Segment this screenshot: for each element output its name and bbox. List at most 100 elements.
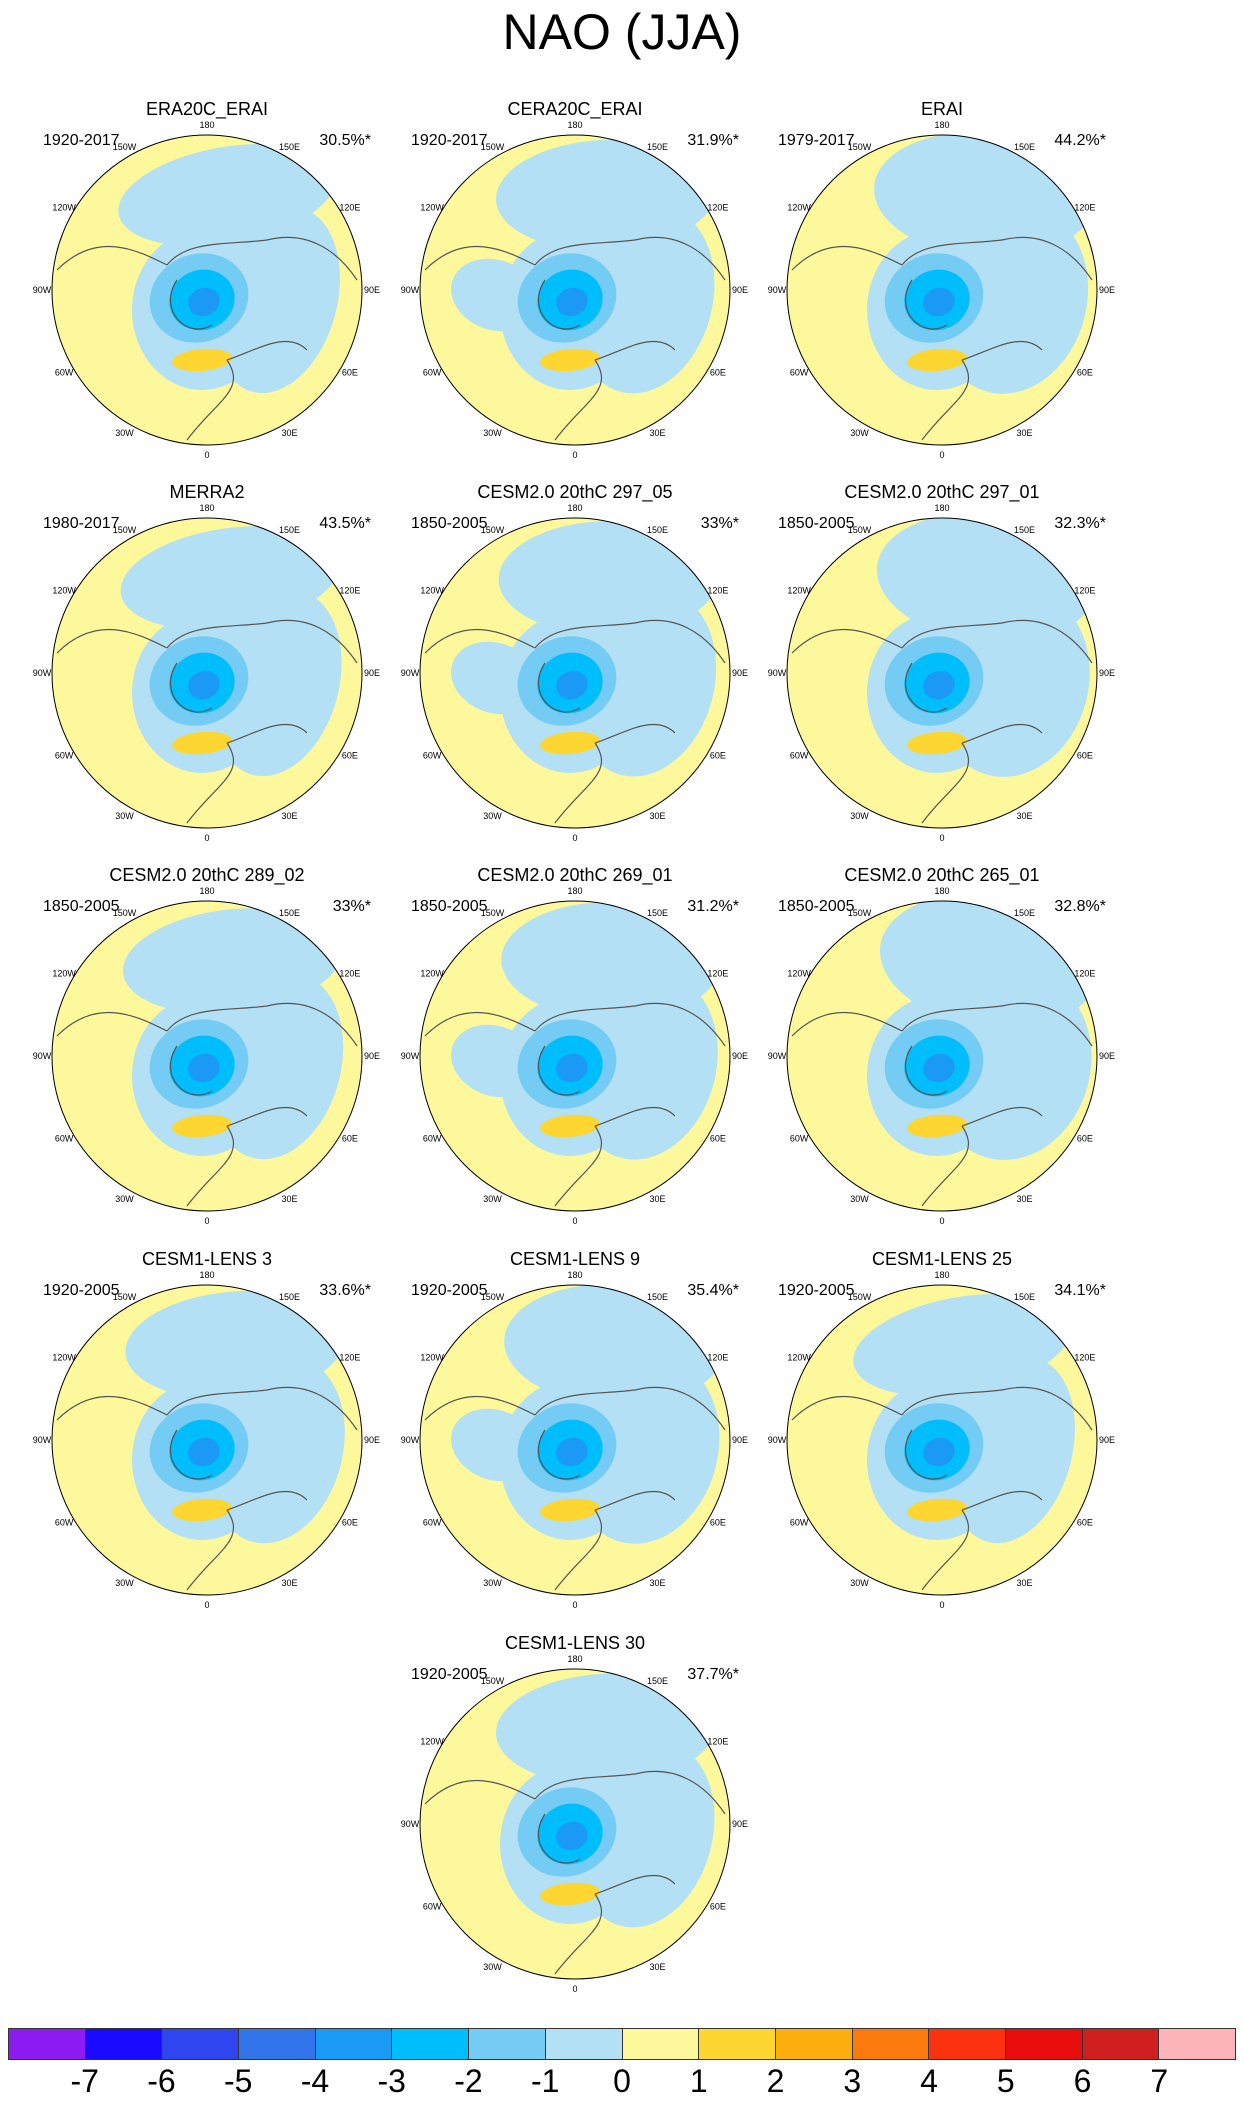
longitude-label: 120E (1074, 586, 1095, 596)
longitude-label: 180 (934, 503, 949, 513)
polar-map: 180 150E 120E 90E 60E 30E 0 30W 60W 90W 120W 150W (768, 120, 1115, 460)
longitude-label: 60E (1077, 368, 1093, 378)
polar-map: 180 150E 120E 90E 60E 30E 0 30W 60W 90W 120W 150W (33, 1270, 380, 1610)
panel-period: 1920-2005 (778, 1282, 855, 1299)
map-border (51, 1284, 363, 1596)
longitude-label: 150W (481, 1676, 505, 1686)
coastline (634, 1002, 726, 1047)
coastline (634, 1386, 726, 1431)
longitude-label: 30E (1016, 428, 1032, 438)
longitude-label: 120E (339, 1353, 360, 1363)
longitude-label: 60W (55, 1518, 74, 1528)
coastline (554, 1893, 602, 1975)
longitude-label: 90E (732, 1435, 748, 1445)
map-panel: CERA20C_ERAI 1920-2017 31.9%* 180 150E 120E 90… (401, 98, 748, 478)
longitude-label: 90W (401, 1819, 420, 1829)
panel-period: 1850-2005 (43, 898, 120, 915)
negative-core (556, 1821, 588, 1851)
colorbar-box (1159, 2029, 1235, 2059)
panel-variance: 31.9%* (687, 132, 739, 149)
longitude-label: 60W (55, 368, 74, 378)
coastline (166, 239, 268, 266)
longitude-label: 30W (850, 1578, 869, 1588)
polar-map: 180 150E 120E 90E 60E 30E 0 30W 60W 90W 120W 150W (401, 1270, 748, 1610)
coastline (186, 1125, 234, 1207)
map-panel: CESM2.0 20thC 297_01 1850-2005 32.3%* 180 15… (768, 481, 1115, 861)
longitude-label: 180 (567, 1654, 582, 1664)
coastline (226, 340, 308, 361)
coastline (56, 1011, 168, 1037)
map-border (51, 517, 363, 829)
longitude-label: 90W (33, 285, 52, 295)
colorbar-box (699, 2029, 776, 2059)
panel-title: CESM2.0 20thC 297_05 (477, 482, 673, 502)
coastline (905, 1429, 948, 1480)
map-border (786, 517, 1098, 829)
longitude-label: 90W (768, 1051, 787, 1061)
panel-variance: 33.6%* (319, 1282, 371, 1299)
coastline (226, 723, 308, 744)
map-border (419, 517, 731, 829)
longitude-label: 120W (52, 586, 76, 596)
coastline (921, 359, 969, 441)
longitude-label: 150W (113, 908, 137, 918)
longitude-label: 180 (934, 886, 949, 896)
longitude-label: 120W (52, 1353, 76, 1363)
longitude-label: 60W (423, 1518, 442, 1528)
longitude-label: 120W (52, 203, 76, 213)
longitude-label: 90W (768, 668, 787, 678)
longitude-label: 60W (423, 751, 442, 761)
longitude-label: 150W (481, 1292, 505, 1302)
map-panel: CESM1-LENS 9 1920-2005 35.4%* 180 150E 120E 90… (401, 1248, 748, 1628)
longitude-label: 90W (33, 1435, 52, 1445)
longitude-label: 60E (710, 751, 726, 761)
longitude-label: 60W (55, 1134, 74, 1144)
coastline (961, 340, 1043, 361)
longitude-label: 90E (732, 1819, 748, 1829)
longitude-label: 30W (850, 811, 869, 821)
panel-period: 1980-2017 (43, 515, 120, 532)
coastline (1001, 1386, 1093, 1431)
longitude-label: 0 (939, 450, 944, 460)
longitude-label: 150E (279, 142, 300, 152)
colorbar-tick-label: 7 (1150, 2063, 1169, 2099)
colorbar-box (1082, 2029, 1160, 2059)
longitude-label: 90E (364, 1435, 380, 1445)
longitude-label: 30W (483, 428, 502, 438)
coastline (961, 1490, 1043, 1511)
negative-core (188, 1053, 220, 1083)
colorbar-box (622, 2029, 700, 2059)
positive-core (540, 1498, 600, 1522)
longitude-label: 150W (481, 908, 505, 918)
coastline (594, 723, 676, 744)
coastline (901, 1389, 1003, 1416)
coastline (186, 742, 234, 824)
negative-core (923, 1437, 955, 1467)
panel-variance: 44.2%* (1054, 132, 1106, 149)
longitude-label: 0 (572, 1216, 577, 1226)
coastline (166, 622, 268, 649)
longitude-label: 60E (710, 1902, 726, 1912)
panel-period: 1979-2017 (778, 132, 855, 149)
longitude-label: 120W (420, 586, 444, 596)
panel-period: 1920-2005 (411, 1282, 488, 1299)
colorbar: -7 -6 -5 -4 -3 -2 -1 0 1 2 3 4 5 6 7 (8, 2028, 1236, 2098)
panel-title: ERA20C_ERAI (145, 99, 269, 119)
longitude-label: 120W (420, 969, 444, 979)
map-panel: CESM2.0 20thC 289_02 1850-2005 33%* 180 150E… (33, 864, 380, 1244)
positive-core (907, 1114, 967, 1138)
longitude-label: 60E (342, 1518, 358, 1528)
coastline (594, 340, 676, 361)
negative-core (923, 287, 955, 317)
longitude-label: 90W (768, 285, 787, 295)
polar-map: 180 150E 120E 90E 60E 30E 0 30W 60W 90W 120W 150W (401, 1654, 748, 1994)
coastline (901, 1005, 1003, 1032)
longitude-label: 30W (483, 811, 502, 821)
longitude-label: 180 (567, 886, 582, 896)
negative-region (451, 1408, 539, 1482)
colorbar-boxes (8, 2028, 1236, 2060)
coastline (424, 1779, 536, 1805)
panel-title: CESM1-LENS 9 (509, 1249, 641, 1269)
coastline (186, 359, 234, 441)
longitude-label: 120W (787, 586, 811, 596)
